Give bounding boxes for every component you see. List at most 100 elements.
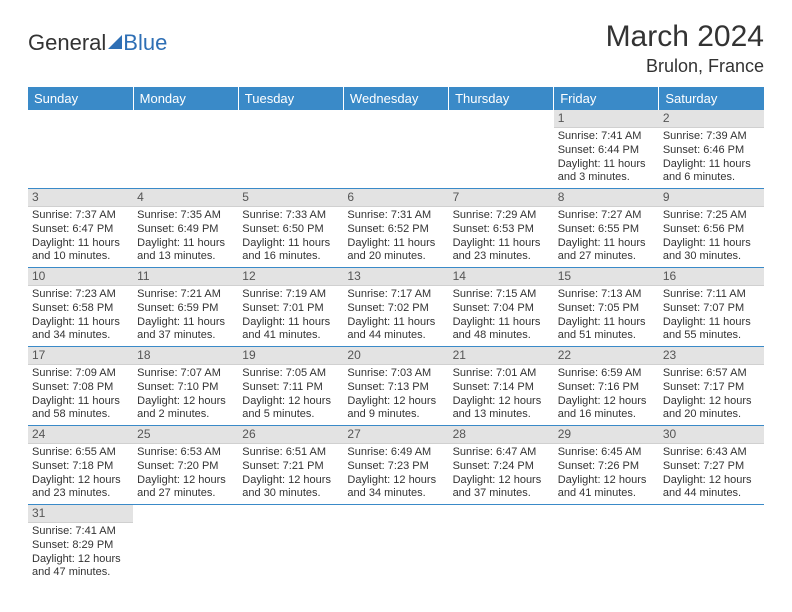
daylight-line-1: Daylight: 11 hours [242, 316, 339, 330]
sunset-line: Sunset: 6:44 PM [558, 144, 655, 158]
daylight-line-1: Daylight: 12 hours [137, 474, 234, 488]
sunrise-line: Sunrise: 7:39 AM [663, 130, 760, 144]
day-number: 28 [449, 426, 554, 444]
day-body: Sunrise: 7:39 AMSunset: 6:46 PMDaylight:… [659, 128, 764, 187]
sunset-line: Sunset: 7:16 PM [558, 381, 655, 395]
calendar-week-row: 17Sunrise: 7:09 AMSunset: 7:08 PMDayligh… [28, 347, 764, 426]
calendar-day-cell: 3Sunrise: 7:37 AMSunset: 6:47 PMDaylight… [28, 189, 133, 268]
day-number: 30 [659, 426, 764, 444]
calendar-day-cell: 4Sunrise: 7:35 AMSunset: 6:49 PMDaylight… [133, 189, 238, 268]
day-body: Sunrise: 7:15 AMSunset: 7:04 PMDaylight:… [449, 286, 554, 345]
calendar-day-cell: 11Sunrise: 7:21 AMSunset: 6:59 PMDayligh… [133, 268, 238, 347]
sunset-line: Sunset: 7:11 PM [242, 381, 339, 395]
calendar-day-cell [343, 110, 448, 189]
day-body: Sunrise: 6:53 AMSunset: 7:20 PMDaylight:… [133, 444, 238, 503]
day-body: Sunrise: 6:59 AMSunset: 7:16 PMDaylight:… [554, 365, 659, 424]
sunrise-line: Sunrise: 6:53 AM [137, 446, 234, 460]
daylight-line-2: and 55 minutes. [663, 329, 760, 343]
day-number: 4 [133, 189, 238, 207]
daylight-line-2: and 16 minutes. [558, 408, 655, 422]
day-body: Sunrise: 7:29 AMSunset: 6:53 PMDaylight:… [449, 207, 554, 266]
daylight-line-2: and 34 minutes. [32, 329, 129, 343]
sunrise-line: Sunrise: 6:59 AM [558, 367, 655, 381]
day-body: Sunrise: 7:17 AMSunset: 7:02 PMDaylight:… [343, 286, 448, 345]
daylight-line-2: and 23 minutes. [453, 250, 550, 264]
daylight-line-1: Daylight: 11 hours [32, 395, 129, 409]
header: GeneralBlue March 2024 Brulon, France [28, 20, 764, 77]
daylight-line-2: and 44 minutes. [347, 329, 444, 343]
weekday-header: Friday [554, 87, 659, 110]
logo-text-general: General [28, 30, 106, 56]
sunrise-line: Sunrise: 7:01 AM [453, 367, 550, 381]
daylight-line-2: and 6 minutes. [663, 171, 760, 185]
day-number: 29 [554, 426, 659, 444]
sunrise-line: Sunrise: 7:17 AM [347, 288, 444, 302]
day-number-empty [238, 505, 343, 522]
calendar-day-cell: 31Sunrise: 7:41 AMSunset: 8:29 PMDayligh… [28, 505, 133, 584]
daylight-line-1: Daylight: 12 hours [558, 474, 655, 488]
sunset-line: Sunset: 6:47 PM [32, 223, 129, 237]
day-number: 10 [28, 268, 133, 286]
sunset-line: Sunset: 7:08 PM [32, 381, 129, 395]
calendar-day-cell [133, 110, 238, 189]
calendar-week-row: 10Sunrise: 7:23 AMSunset: 6:58 PMDayligh… [28, 268, 764, 347]
calendar-day-cell: 1Sunrise: 7:41 AMSunset: 6:44 PMDaylight… [554, 110, 659, 189]
daylight-line-2: and 41 minutes. [242, 329, 339, 343]
calendar-day-cell: 9Sunrise: 7:25 AMSunset: 6:56 PMDaylight… [659, 189, 764, 268]
logo-text-blue-label: Blue [123, 30, 167, 56]
daylight-line-1: Daylight: 11 hours [32, 237, 129, 251]
calendar-day-cell: 16Sunrise: 7:11 AMSunset: 7:07 PMDayligh… [659, 268, 764, 347]
day-number: 25 [133, 426, 238, 444]
sunset-line: Sunset: 6:52 PM [347, 223, 444, 237]
calendar-day-cell [554, 505, 659, 584]
logo-text-blue: Blue [106, 30, 167, 56]
daylight-line-1: Daylight: 11 hours [347, 237, 444, 251]
day-number: 6 [343, 189, 448, 207]
sunset-line: Sunset: 7:05 PM [558, 302, 655, 316]
sunset-line: Sunset: 6:49 PM [137, 223, 234, 237]
calendar-day-cell: 29Sunrise: 6:45 AMSunset: 7:26 PMDayligh… [554, 426, 659, 505]
calendar-day-cell: 21Sunrise: 7:01 AMSunset: 7:14 PMDayligh… [449, 347, 554, 426]
daylight-line-2: and 20 minutes. [663, 408, 760, 422]
day-body: Sunrise: 7:03 AMSunset: 7:13 PMDaylight:… [343, 365, 448, 424]
weekday-header: Wednesday [343, 87, 448, 110]
day-body: Sunrise: 7:33 AMSunset: 6:50 PMDaylight:… [238, 207, 343, 266]
day-number: 3 [28, 189, 133, 207]
sunrise-line: Sunrise: 7:15 AM [453, 288, 550, 302]
calendar-body: 1 Sunrise: 7:41 AMSunset: 6:44 PM Daylight… [28, 110, 764, 583]
day-body: Sunrise: 6:55 AMSunset: 7:18 PMDaylight:… [28, 444, 133, 503]
calendar-week-row: 3Sunrise: 7:37 AMSunset: 6:47 PMDaylight… [28, 189, 764, 268]
calendar-day-cell: 18Sunrise: 7:07 AMSunset: 7:10 PMDayligh… [133, 347, 238, 426]
sunset-line: Sunset: 7:20 PM [137, 460, 234, 474]
calendar-day-cell: 22Sunrise: 6:59 AMSunset: 7:16 PMDayligh… [554, 347, 659, 426]
sunrise-line: Sunrise: 6:43 AM [663, 446, 760, 460]
daylight-line-1: Daylight: 11 hours [558, 237, 655, 251]
daylight-line-1: Daylight: 11 hours [558, 316, 655, 330]
sunrise-line: Sunrise: 7:13 AM [558, 288, 655, 302]
day-number-empty [554, 505, 659, 522]
day-body: Sunrise: 7:25 AMSunset: 6:56 PMDaylight:… [659, 207, 764, 266]
daylight-line-1: Daylight: 11 hours [242, 237, 339, 251]
sunrise-line: Sunrise: 7:09 AM [32, 367, 129, 381]
daylight-line-1: Daylight: 12 hours [453, 395, 550, 409]
calendar-week-row: 24Sunrise: 6:55 AMSunset: 7:18 PMDayligh… [28, 426, 764, 505]
daylight-line-2: and 48 minutes. [453, 329, 550, 343]
calendar-day-cell: 6Sunrise: 7:31 AMSunset: 6:52 PMDaylight… [343, 189, 448, 268]
sunrise-line: Sunrise: 6:57 AM [663, 367, 760, 381]
month-title: March 2024 [606, 20, 764, 54]
calendar-day-cell [343, 505, 448, 584]
daylight-line-2: and 13 minutes. [453, 408, 550, 422]
sunset-line: Sunset: 6:59 PM [137, 302, 234, 316]
calendar-day-cell [238, 505, 343, 584]
calendar-page: GeneralBlue March 2024 Brulon, France Su… [0, 0, 792, 612]
calendar-day-cell: 27Sunrise: 6:49 AMSunset: 7:23 PMDayligh… [343, 426, 448, 505]
sunrise-line: Sunrise: 6:51 AM [242, 446, 339, 460]
daylight-line-2: and 37 minutes. [137, 329, 234, 343]
daylight-line-2: and 34 minutes. [347, 487, 444, 501]
sunset-line: Sunset: 6:50 PM [242, 223, 339, 237]
day-body: Sunrise: 7:19 AMSunset: 7:01 PMDaylight:… [238, 286, 343, 345]
day-number: 1 [554, 110, 659, 128]
daylight-line-1: Daylight: 11 hours [663, 237, 760, 251]
sunrise-line: Sunrise: 7:41 AM [558, 130, 655, 144]
sunset-line: Sunset: 7:23 PM [347, 460, 444, 474]
